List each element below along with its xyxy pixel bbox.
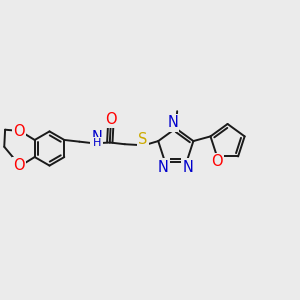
Text: O: O (13, 124, 25, 139)
Text: N: N (158, 160, 169, 175)
Text: N: N (92, 130, 102, 146)
Text: O: O (13, 158, 25, 173)
Text: O: O (211, 154, 223, 169)
Text: N: N (167, 116, 178, 130)
Text: S: S (138, 132, 148, 147)
Text: H: H (93, 138, 101, 148)
Text: O: O (105, 112, 116, 127)
Text: N: N (182, 160, 193, 175)
